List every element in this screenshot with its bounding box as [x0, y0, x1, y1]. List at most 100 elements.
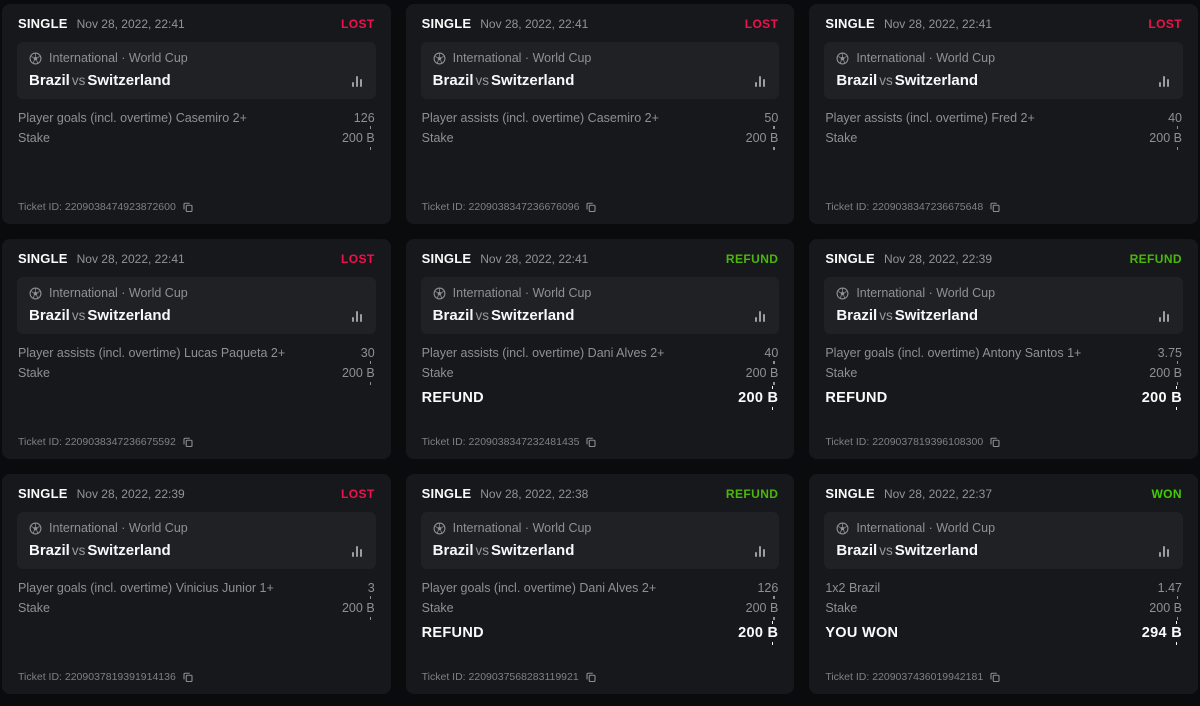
- copy-icon[interactable]: [989, 436, 1001, 448]
- stake-label: Stake: [18, 366, 50, 380]
- result-row: REFUND 200 B: [825, 386, 1182, 410]
- ticket-header: SINGLE Nov 28, 2022, 22:37 WON: [824, 484, 1183, 501]
- copy-icon[interactable]: [989, 201, 1001, 213]
- status-badge: REFUND: [1129, 252, 1182, 266]
- home-team: Brazil: [432, 72, 474, 89]
- stats-bars-icon[interactable]: [351, 310, 364, 322]
- ticket-footer: Ticket ID: 2209037819396108300: [825, 436, 1001, 448]
- away-team: Switzerland: [87, 542, 171, 559]
- result-row: YOU WON 294 B: [825, 621, 1182, 645]
- soccer-ball-icon: [836, 522, 849, 535]
- match-title: Brazil vs Switzerland: [433, 72, 575, 89]
- market-label: Player goals (incl. overtime) Vinicius J…: [18, 581, 274, 595]
- bet-details: Player assists (incl. overtime) Lucas Pa…: [17, 343, 376, 385]
- match-box[interactable]: International · World Cup Brazil vs Switze…: [824, 512, 1183, 569]
- bet-ticket-card: SINGLE Nov 28, 2022, 22:41 REFUND Intern…: [405, 239, 795, 459]
- vs-label: vs: [475, 73, 490, 88]
- vs-label: vs: [475, 308, 490, 323]
- stats-bars-icon[interactable]: [351, 75, 364, 87]
- status-badge: REFUND: [725, 252, 779, 266]
- match-box[interactable]: International · World Cup Brazil vs Switze…: [17, 277, 376, 334]
- bet-details: Player goals (incl. overtime) Vinicius J…: [17, 578, 376, 620]
- bet-datetime: Nov 28, 2022, 22:41: [883, 17, 993, 31]
- vs-label: vs: [71, 543, 86, 558]
- stats-bars-icon[interactable]: [1158, 545, 1171, 557]
- league-label: International · World Cup: [452, 521, 592, 535]
- stats-bars-icon[interactable]: [755, 75, 767, 87]
- stake-amount: 200: [341, 366, 363, 380]
- ticket-id-value: 2209038474923872600: [64, 201, 176, 213]
- away-team: Switzerland: [87, 72, 171, 89]
- match-title: Brazil vs Switzerland: [433, 542, 575, 559]
- vs-label: vs: [879, 308, 893, 323]
- match-box[interactable]: International · World Cup Brazil vs Switze…: [824, 277, 1183, 334]
- stats-bars-icon[interactable]: [755, 310, 767, 322]
- ticket-id: Ticket ID: 2209038347236676096: [422, 201, 580, 213]
- ticket-footer: Ticket ID: 2209038474923872600: [18, 201, 194, 213]
- status-badge: LOST: [341, 17, 375, 31]
- odds-value: 126: [353, 111, 375, 125]
- bet-type-label: SINGLE: [421, 251, 472, 266]
- stake-value: 200 B: [746, 596, 778, 620]
- match-box[interactable]: International · World Cup Brazil vs Switze…: [420, 512, 780, 569]
- bet-ticket-card: SINGLE Nov 28, 2022, 22:39 REFUND Intern…: [809, 239, 1198, 459]
- soccer-ball-icon: [29, 287, 42, 300]
- stake-label: Stake: [825, 366, 858, 380]
- ticket-id-prefix: Ticket ID:: [421, 201, 466, 213]
- match-title: Brazil vs Switzerland: [29, 307, 171, 324]
- status-badge: LOST: [744, 17, 779, 31]
- copy-icon[interactable]: [182, 671, 194, 683]
- ticket-id-prefix: Ticket ID:: [421, 436, 466, 448]
- ticket-id-value: 2209037436019942181: [872, 671, 984, 683]
- stats-bars-icon[interactable]: [755, 545, 767, 557]
- stake-label: Stake: [825, 601, 858, 615]
- soccer-ball-icon: [433, 52, 446, 65]
- away-team: Switzerland: [491, 542, 575, 559]
- ticket-id: Ticket ID: 2209037819396108300: [825, 436, 983, 448]
- market-row: Player goals (incl. overtime) Dani Alves…: [422, 578, 779, 598]
- vs-label: vs: [879, 543, 893, 558]
- ticket-id-value: 2209037819391914136: [64, 671, 176, 683]
- result-amount: 200: [738, 390, 764, 406]
- stats-bars-icon[interactable]: [351, 545, 364, 557]
- stake-value: 200 B: [746, 361, 778, 385]
- ticket-footer: Ticket ID: 2209038347232481435: [422, 436, 598, 448]
- bet-ticket-card: SINGLE Nov 28, 2022, 22:41 LOST Internat…: [2, 4, 391, 224]
- match-box[interactable]: International · World Cup Brazil vs Switze…: [420, 277, 780, 334]
- copy-icon[interactable]: [585, 201, 597, 213]
- result-amount: 200: [738, 625, 764, 641]
- ticket-id-value: 2209037568283119921: [468, 671, 579, 683]
- match-box[interactable]: International · World Cup Brazil vs Switze…: [420, 42, 780, 99]
- ticket-id-prefix: Ticket ID:: [825, 201, 870, 213]
- stake-row: Stake 200 B: [18, 126, 375, 150]
- bet-type-label: SINGLE: [18, 16, 68, 31]
- stats-bars-icon[interactable]: [1158, 75, 1171, 87]
- market-label: Player assists (incl. overtime) Lucas Pa…: [18, 346, 286, 360]
- bet-datetime: Nov 28, 2022, 22:41: [480, 252, 589, 266]
- teams-row: Brazil vs Switzerland: [433, 542, 768, 559]
- ticket-id: Ticket ID: 2209038474923872600: [18, 201, 176, 213]
- teams-row: Brazil vs Switzerland: [29, 307, 364, 324]
- bet-datetime: Nov 28, 2022, 22:39: [883, 252, 993, 266]
- stake-amount: 200: [341, 601, 363, 615]
- league-label: International · World Cup: [452, 51, 592, 65]
- match-box[interactable]: International · World Cup Brazil vs Switze…: [17, 42, 376, 99]
- ticket-id: Ticket ID: 2209038347232481435: [422, 436, 580, 448]
- copy-icon[interactable]: [182, 436, 194, 448]
- league-label: International · World Cup: [49, 286, 188, 300]
- copy-icon[interactable]: [989, 671, 1001, 683]
- home-team: Brazil: [432, 542, 474, 559]
- bitcoin-icon: B: [366, 361, 375, 385]
- ticket-id-prefix: Ticket ID:: [825, 671, 870, 683]
- stake-row: Stake 200 B: [422, 126, 778, 150]
- copy-icon[interactable]: [585, 436, 597, 448]
- match-box[interactable]: International · World Cup Brazil vs Switze…: [824, 42, 1183, 99]
- match-box[interactable]: International · World Cup Brazil vs Switze…: [17, 512, 376, 569]
- stake-label: Stake: [18, 131, 50, 145]
- bet-ticket-card: SINGLE Nov 28, 2022, 22:41 LOST Internat…: [405, 4, 795, 224]
- copy-icon[interactable]: [585, 671, 597, 683]
- bitcoin-icon: B: [767, 386, 779, 410]
- ticket-id: Ticket ID: 2209037568283119921: [422, 671, 579, 683]
- stats-bars-icon[interactable]: [1158, 310, 1171, 322]
- copy-icon[interactable]: [182, 201, 194, 213]
